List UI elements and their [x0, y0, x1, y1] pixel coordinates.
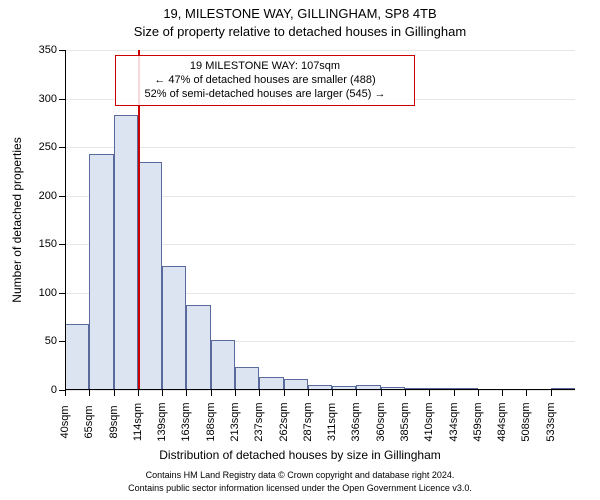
footer-line1: Contains HM Land Registry data © Crown c…: [0, 470, 600, 480]
y-tick-label: 100: [39, 287, 57, 299]
x-tick-label: 410sqm: [423, 402, 435, 441]
x-tick-label: 434sqm: [448, 402, 460, 441]
histogram-bar: [186, 305, 210, 390]
x-tick-label: 311sqm: [326, 403, 338, 441]
x-tick-label: 213sqm: [229, 402, 241, 441]
y-tick-label: 150: [39, 238, 57, 250]
y-axis-line: [65, 50, 66, 390]
grid-line: [65, 390, 575, 391]
histogram-bar: [211, 340, 235, 391]
y-tick-label: 300: [39, 93, 57, 105]
annotation-box: 19 MILESTONE WAY: 107sqm← 47% of detache…: [115, 55, 415, 106]
x-tick-label: 459sqm: [472, 402, 484, 441]
y-axis-label: Number of detached properties: [10, 137, 24, 302]
annotation-line: 52% of semi-detached houses are larger (…: [120, 88, 410, 102]
x-tick-label: 336sqm: [350, 402, 362, 441]
x-tick-label: 65sqm: [83, 405, 95, 438]
x-tick-label: 360sqm: [375, 402, 387, 441]
x-tick-label: 287sqm: [302, 402, 314, 441]
x-tick-label: 533sqm: [545, 402, 557, 441]
annotation-line: ← 47% of detached houses are smaller (48…: [120, 74, 410, 88]
histogram-bar: [65, 324, 89, 390]
y-tick-label: 350: [39, 44, 57, 56]
grid-line: [65, 50, 575, 51]
grid-line: [65, 147, 575, 148]
histogram-bar: [138, 162, 162, 390]
x-tick-label: 385sqm: [399, 402, 411, 441]
histogram-bar: [89, 154, 113, 390]
y-tick-label: 0: [51, 384, 57, 396]
x-tick-label: 114sqm: [132, 403, 144, 441]
x-tick-label: 508sqm: [520, 402, 532, 441]
x-axis-label: Distribution of detached houses by size …: [0, 448, 600, 462]
x-tick-label: 188sqm: [205, 402, 217, 441]
chart-title-line2: Size of property relative to detached ho…: [0, 24, 600, 39]
x-tick-label: 237sqm: [253, 402, 265, 441]
x-axis-line: [65, 389, 575, 390]
y-tick-label: 50: [45, 335, 57, 347]
histogram-bar: [162, 266, 186, 390]
x-tick-label: 262sqm: [278, 402, 290, 441]
histogram-bar: [114, 115, 138, 390]
y-tick-label: 250: [39, 141, 57, 153]
x-tick-label: 89sqm: [108, 405, 120, 438]
y-tick-label: 200: [39, 190, 57, 202]
x-tick-label: 163sqm: [180, 402, 192, 441]
x-tick-label: 484sqm: [496, 402, 508, 441]
x-tick-label: 40sqm: [59, 405, 71, 438]
footer-line2: Contains public sector information licen…: [0, 483, 600, 493]
annotation-line: 19 MILESTONE WAY: 107sqm: [120, 60, 410, 74]
histogram-bar: [235, 367, 259, 390]
x-tick-label: 139sqm: [156, 402, 168, 441]
chart-container: 19, MILESTONE WAY, GILLINGHAM, SP8 4TB S…: [0, 0, 600, 500]
chart-title-line1: 19, MILESTONE WAY, GILLINGHAM, SP8 4TB: [0, 6, 600, 21]
